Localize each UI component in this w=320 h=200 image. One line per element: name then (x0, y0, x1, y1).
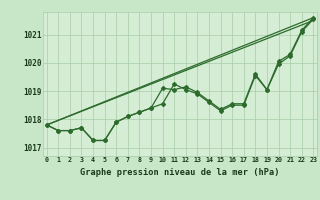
X-axis label: Graphe pression niveau de la mer (hPa): Graphe pression niveau de la mer (hPa) (80, 168, 280, 177)
